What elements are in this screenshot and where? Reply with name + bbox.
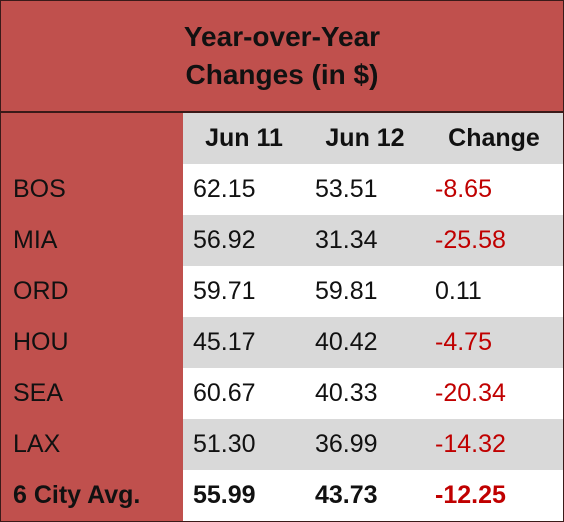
data-cell: 60.67: [183, 368, 305, 419]
data-cell: 59.71: [183, 266, 305, 317]
data-cell: 31.34: [305, 215, 425, 266]
row-label: MIA: [13, 226, 58, 254]
column-header: Jun 11: [183, 113, 305, 164]
column-header: Change: [425, 113, 563, 164]
data-cell: 51.30: [183, 419, 305, 470]
data-cell: 62.15: [183, 164, 305, 215]
data-cell: -20.34: [425, 368, 563, 419]
corner-cell: [1, 113, 183, 164]
row-label: BOS: [13, 175, 66, 203]
row-label: ORD: [13, 277, 69, 305]
total-label: 6 City Avg.: [13, 481, 141, 509]
data-cell: 56.92: [183, 215, 305, 266]
total-cell: 55.99: [183, 470, 305, 521]
data-cell: 40.33: [305, 368, 425, 419]
data-cell: -8.65: [425, 164, 563, 215]
data-cell: 36.99: [305, 419, 425, 470]
column-header: Jun 12: [305, 113, 425, 164]
data-cell: 53.51: [305, 164, 425, 215]
data-cell: -4.75: [425, 317, 563, 368]
row-label: HOU: [13, 328, 69, 356]
table-grid: Jun 11 Jun 12 Change BOS 62.15 53.51 -8.65 MIA 5…: [1, 113, 563, 521]
row-label: LAX: [13, 430, 61, 458]
title-bar: Year-over-Year Changes (in $): [1, 1, 563, 113]
data-cell: 45.17: [183, 317, 305, 368]
total-cell: -12.25: [425, 470, 563, 521]
data-cell: 59.81: [305, 266, 425, 317]
table-title: Year-over-Year Changes (in $): [183, 21, 381, 90]
total-cell: 43.73: [305, 470, 425, 521]
row-label: SEA: [13, 379, 64, 407]
data-cell: -14.32: [425, 419, 563, 470]
data-cell: -25.58: [425, 215, 563, 266]
data-cell: 0.11: [425, 266, 563, 317]
data-cell: 40.42: [305, 317, 425, 368]
